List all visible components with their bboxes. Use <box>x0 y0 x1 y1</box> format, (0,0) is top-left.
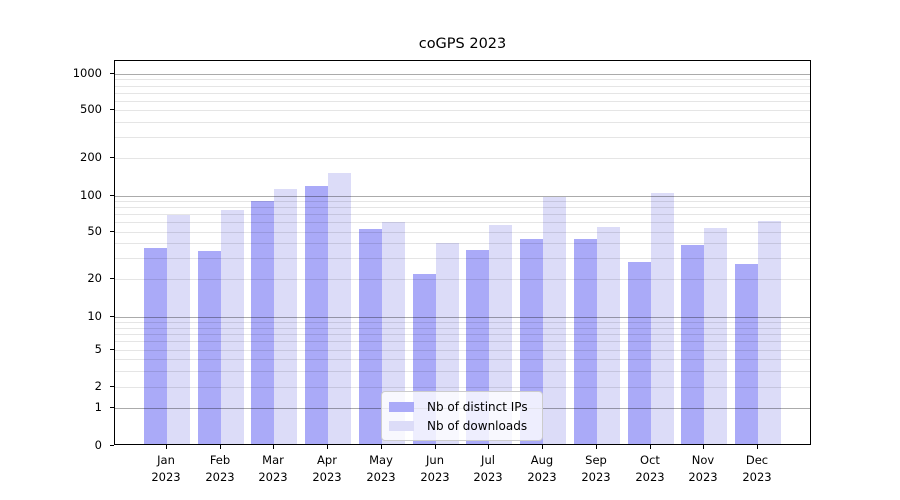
bar-downloads-nov <box>704 228 727 444</box>
bars-layer <box>115 61 810 444</box>
legend-row-ips: Nb of distinct IPs <box>389 397 534 416</box>
y-tick-mark-500 <box>110 109 114 110</box>
bar-downloads-dec <box>758 221 781 444</box>
y-tick-label-10: 10 <box>87 309 102 323</box>
y-tick-label-5: 5 <box>94 342 102 356</box>
legend-label-downloads: Nb of downloads <box>427 418 528 433</box>
x-tick-mark-nov <box>703 445 704 449</box>
x-tick-label-jun: Jun 2023 <box>420 453 450 484</box>
x-tick-label-sep: Sep 2023 <box>581 453 611 484</box>
bar-ips-apr <box>305 186 328 444</box>
bar-ips-dec <box>735 264 758 444</box>
bar-downloads-jan <box>167 215 190 444</box>
bar-downloads-feb <box>221 210 244 444</box>
x-tick-label-jul: Jul 2023 <box>473 453 503 484</box>
chart-title: coGPS 2023 <box>418 36 507 52</box>
y-tick-label-1000: 1000 <box>72 66 102 80</box>
x-tick-label-nov: Nov 2023 <box>688 453 718 484</box>
bar-ips-feb <box>198 251 221 444</box>
x-tick-mark-aug <box>542 445 543 449</box>
y-tick-label-1: 1 <box>94 400 102 414</box>
y-tick-label-500: 500 <box>80 102 102 116</box>
y-tick-mark-100 <box>110 195 114 196</box>
y-tick-mark-50 <box>110 231 114 232</box>
y-tick-label-50: 50 <box>87 224 102 238</box>
y-tick-mark-1000 <box>110 73 114 74</box>
legend-swatch-ips <box>389 401 414 412</box>
y-tick-mark-5 <box>110 349 114 350</box>
x-tick-label-jan: Jan 2023 <box>151 453 181 484</box>
bar-downloads-sep <box>597 227 620 444</box>
x-tick-label-oct: Oct 2023 <box>635 453 665 484</box>
bar-downloads-mar <box>274 189 297 444</box>
bar-ips-jan <box>144 248 167 444</box>
bar-downloads-aug <box>543 197 566 444</box>
y-tick-mark-0 <box>110 445 114 446</box>
x-tick-label-mar: Mar 2023 <box>258 453 288 484</box>
y-tick-label-0: 0 <box>94 438 102 452</box>
x-tick-label-feb: Feb 2023 <box>205 453 235 484</box>
y-tick-mark-1 <box>110 407 114 408</box>
y-tick-label-20: 20 <box>87 271 102 285</box>
y-tick-label-2: 2 <box>94 379 102 393</box>
x-tick-mark-apr <box>327 445 328 449</box>
x-tick-label-may: May 2023 <box>366 453 396 484</box>
plot-area: Nb of distinct IPs Nb of downloads <box>114 60 811 445</box>
bar-downloads-jul <box>489 225 512 444</box>
x-tick-mark-feb <box>220 445 221 449</box>
x-tick-mark-jun <box>435 445 436 449</box>
bar-ips-oct <box>628 262 651 444</box>
y-tick-mark-200 <box>110 157 114 158</box>
bar-downloads-oct <box>651 193 674 444</box>
x-tick-label-apr: Apr 2023 <box>312 453 342 484</box>
bar-ips-may <box>359 229 382 444</box>
bar-downloads-apr <box>328 173 351 444</box>
y-tick-label-200: 200 <box>80 150 102 164</box>
x-tick-mark-oct <box>650 445 651 449</box>
y-tick-mark-10 <box>110 316 114 317</box>
legend-label-ips: Nb of distinct IPs <box>427 399 528 414</box>
y-tick-label-100: 100 <box>80 188 102 202</box>
y-tick-mark-2 <box>110 386 114 387</box>
x-tick-mark-jan <box>166 445 167 449</box>
x-tick-mark-dec <box>757 445 758 449</box>
x-tick-mark-may <box>381 445 382 449</box>
legend-row-downloads: Nb of downloads <box>389 416 534 435</box>
bar-ips-mar <box>251 201 274 444</box>
x-tick-label-dec: Dec 2023 <box>742 453 772 484</box>
y-tick-mark-20 <box>110 278 114 279</box>
x-tick-mark-jul <box>488 445 489 449</box>
bar-ips-nov <box>681 245 704 444</box>
legend-swatch-downloads <box>389 420 414 431</box>
x-tick-mark-mar <box>273 445 274 449</box>
x-tick-label-aug: Aug 2023 <box>527 453 557 484</box>
x-tick-mark-sep <box>596 445 597 449</box>
bar-ips-sep <box>574 239 597 444</box>
legend: Nb of distinct IPs Nb of downloads <box>381 391 543 441</box>
bar-downloads-may <box>382 222 405 444</box>
